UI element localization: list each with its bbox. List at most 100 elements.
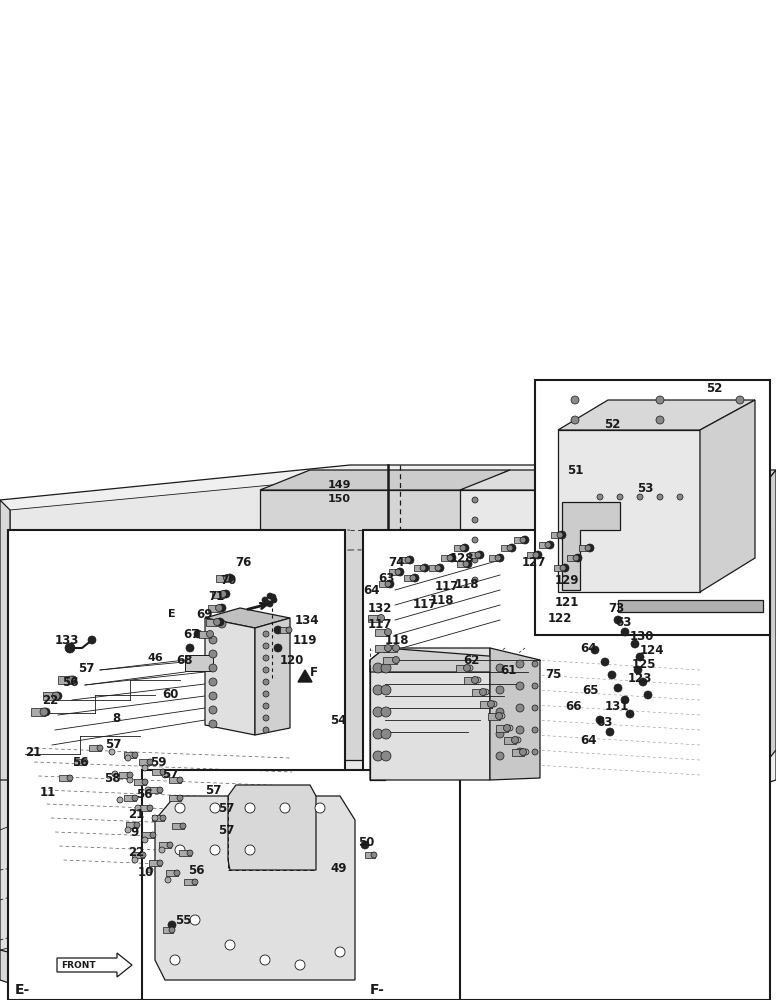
Bar (527, 552, 537, 558)
Circle shape (385, 581, 391, 587)
Bar (414, 565, 424, 571)
Polygon shape (558, 400, 755, 430)
Circle shape (516, 704, 524, 712)
Circle shape (608, 671, 616, 679)
Bar (535, 380, 770, 635)
Circle shape (487, 700, 494, 708)
Circle shape (436, 564, 444, 572)
Circle shape (496, 712, 503, 720)
Circle shape (157, 860, 163, 866)
Circle shape (65, 643, 75, 653)
Bar (152, 769, 164, 775)
Text: 57: 57 (218, 824, 234, 836)
Circle shape (67, 676, 75, 684)
Text: 49: 49 (330, 861, 347, 874)
Text: 56: 56 (188, 863, 205, 876)
Text: 57: 57 (205, 784, 221, 796)
Circle shape (373, 751, 383, 761)
Text: 56: 56 (136, 788, 153, 802)
Circle shape (546, 541, 554, 549)
Circle shape (463, 561, 469, 567)
Circle shape (606, 728, 614, 736)
Bar (618, 600, 763, 612)
Polygon shape (370, 648, 490, 780)
Bar (208, 604, 220, 611)
Text: 149: 149 (328, 480, 352, 490)
Circle shape (591, 646, 599, 654)
Circle shape (571, 396, 579, 404)
Circle shape (656, 416, 664, 424)
Bar (365, 852, 375, 858)
Text: 74: 74 (388, 556, 404, 568)
Text: 118: 118 (430, 593, 455, 606)
Circle shape (405, 557, 411, 563)
Circle shape (190, 915, 200, 925)
Text: 118: 118 (455, 578, 480, 590)
Circle shape (637, 494, 643, 500)
Circle shape (177, 777, 183, 783)
Circle shape (140, 852, 146, 858)
Circle shape (631, 640, 639, 648)
Text: 50: 50 (358, 836, 374, 850)
Circle shape (421, 564, 429, 572)
Text: 117: 117 (368, 617, 393, 631)
Text: E: E (168, 609, 175, 619)
Circle shape (264, 600, 270, 606)
Circle shape (523, 749, 529, 755)
Circle shape (162, 772, 168, 778)
Text: 11: 11 (40, 786, 56, 798)
Bar (375, 645, 389, 652)
Circle shape (209, 664, 217, 672)
Bar (504, 736, 516, 744)
Circle shape (396, 568, 404, 576)
Circle shape (186, 644, 194, 652)
Polygon shape (155, 695, 200, 760)
Circle shape (187, 850, 193, 856)
Bar (368, 614, 382, 621)
Text: 22: 22 (128, 846, 144, 858)
Text: 57: 57 (218, 802, 234, 814)
Text: 8: 8 (112, 712, 120, 724)
Circle shape (480, 688, 487, 696)
Circle shape (586, 544, 594, 552)
Text: 55: 55 (175, 914, 192, 926)
Circle shape (573, 555, 579, 561)
Circle shape (634, 666, 642, 674)
Circle shape (160, 769, 166, 775)
Circle shape (209, 650, 217, 658)
Circle shape (157, 787, 163, 793)
Bar (496, 724, 508, 732)
Circle shape (516, 726, 524, 734)
Polygon shape (700, 400, 755, 592)
Circle shape (263, 631, 269, 637)
Bar (134, 779, 146, 785)
Circle shape (263, 691, 269, 697)
Circle shape (516, 660, 524, 668)
Circle shape (491, 701, 497, 707)
Text: 21: 21 (128, 808, 144, 820)
Circle shape (226, 574, 234, 582)
Circle shape (69, 676, 77, 684)
Circle shape (109, 749, 115, 755)
Text: 59: 59 (150, 756, 167, 768)
Circle shape (448, 554, 456, 562)
Text: 134: 134 (295, 613, 320, 626)
Circle shape (532, 661, 538, 667)
Bar (488, 712, 500, 720)
Circle shape (461, 544, 469, 552)
Circle shape (507, 545, 513, 551)
Circle shape (125, 755, 131, 761)
Circle shape (263, 643, 269, 649)
Bar (389, 569, 399, 575)
Text: 62: 62 (463, 654, 480, 666)
Circle shape (516, 748, 524, 756)
Circle shape (142, 837, 148, 843)
Text: 10: 10 (138, 866, 154, 880)
Circle shape (639, 678, 647, 686)
Text: 57: 57 (78, 662, 95, 674)
Bar (539, 542, 549, 548)
Circle shape (626, 710, 634, 718)
Text: FRONT: FRONT (61, 960, 95, 970)
Text: 120: 120 (280, 654, 304, 666)
Circle shape (142, 765, 148, 771)
